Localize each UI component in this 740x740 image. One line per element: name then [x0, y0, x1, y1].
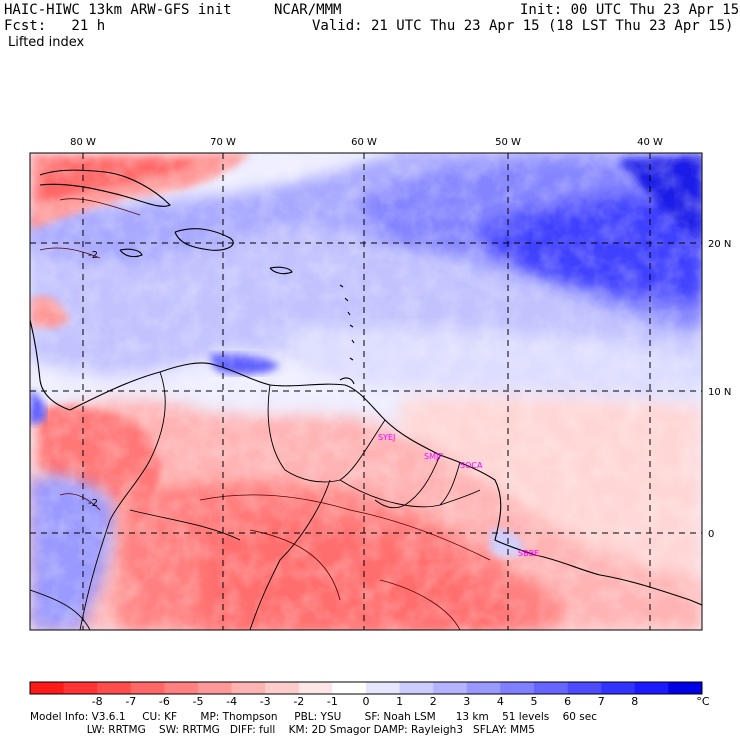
coastlines [30, 169, 702, 630]
lon-label-70w: 70 W [210, 137, 236, 148]
colorbar-tick-label: -8 [91, 695, 103, 708]
org-label: NCAR/MMM [274, 2, 342, 18]
model-info-line1: Model Info: V3.6.1 CU: KF MP: Thompson P… [30, 711, 597, 723]
colorbar-frame [29, 681, 703, 695]
colorbar-swatch [231, 682, 266, 694]
colorbar [29, 681, 703, 695]
colorbar-tick-label: 4 [496, 695, 504, 708]
map-frame [29, 152, 703, 631]
colorbar-swatch [466, 682, 501, 694]
colorbar-tick-label: 7 [597, 695, 605, 708]
colorbar-swatch [399, 682, 434, 694]
station-label-smjp: SMJP [424, 452, 443, 461]
colorbar-swatch [265, 682, 300, 694]
colorbar-swatch [634, 682, 669, 694]
lat-label-10n: 10 N [708, 387, 731, 398]
colorbar-tick-label: -5 [192, 695, 204, 708]
colorbar-tick-label: 3 [463, 695, 471, 708]
colorbar-tick-label: -1 [326, 695, 338, 708]
field-name: Lifted index [8, 35, 85, 50]
lat-label-20n: 20 N [708, 239, 731, 250]
colorbar-swatch [433, 682, 468, 694]
colorbar-tick-label: -2 [293, 695, 305, 708]
colorbar-swatch [500, 682, 535, 694]
colorbar-swatch [601, 682, 636, 694]
field-shading [30, 153, 702, 630]
lon-label-40w: 40 W [637, 137, 663, 148]
colorbar-swatch [534, 682, 569, 694]
colorbar-swatch [130, 682, 165, 694]
contour-label: -2 [88, 250, 98, 261]
model-info-line2: LW: RRTMG SW: RRTMG DIFF: full KM: 2D Sm… [30, 724, 535, 736]
colorbar-swatch [332, 682, 367, 694]
colorbar-tick-label: -6 [158, 695, 170, 708]
lat-label-0: 0 [708, 529, 714, 540]
colorbar-tick-label: 2 [429, 695, 437, 708]
colorbar-swatch [198, 682, 233, 694]
colorbar-tick-label: -7 [125, 695, 137, 708]
station-markers: SYEJ SMJP SOCA SBBE [378, 433, 539, 558]
colorbar-swatch [30, 682, 65, 694]
init-time: Init: 00 UTC Thu 23 Apr 15 [520, 2, 740, 18]
valid-time: Valid: 21 UTC Thu 23 Apr 15 (18 LST Thu … [312, 18, 734, 34]
station-label-sbbe: SBBE [518, 549, 539, 558]
forecast-hour: Fcst: 21 h [4, 18, 106, 34]
colorbar-tick-label: -4 [226, 695, 238, 708]
station-label-soca: SOCA [460, 461, 483, 470]
model-title: HAIC-HIWC 13km ARW-GFS init [4, 2, 232, 18]
colorbar-swatch [668, 682, 703, 694]
station-label-syej: SYEJ [378, 433, 395, 442]
lon-label-80w: 80 W [70, 137, 96, 148]
colorbar-swatch [298, 682, 333, 694]
colorbar-tick-label: 8 [631, 695, 639, 708]
contour-label: -2 [88, 498, 98, 509]
colorbar-swatch [164, 682, 199, 694]
colorbar-tick-label: 6 [564, 695, 572, 708]
colorbar-swatch [63, 682, 98, 694]
colorbar-tick-label: 5 [530, 695, 538, 708]
colorbar-tick-label: -3 [259, 695, 271, 708]
lon-label-60w: 60 W [351, 137, 377, 148]
colorbar-swatch [97, 682, 132, 694]
colorbar-swatch [567, 682, 602, 694]
colorbar-tick-label: 1 [396, 695, 404, 708]
lat-lon-grid [30, 153, 702, 630]
colorbar-swatch [366, 682, 401, 694]
colorbar-unit: °C [696, 695, 710, 708]
lon-label-50w: 50 W [495, 137, 521, 148]
colorbar-tick-label: 0 [362, 695, 370, 708]
